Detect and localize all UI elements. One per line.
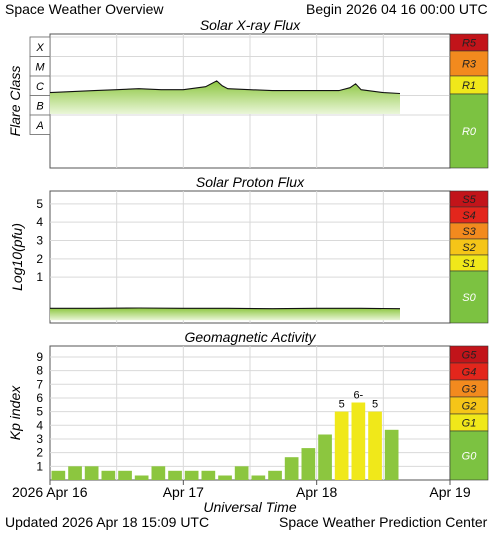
x-tick-label-apr19: Apr 19: [429, 484, 470, 500]
kp-ylabel: Kp index: [7, 385, 23, 440]
proton-ylabel: Log10(pfu): [9, 223, 25, 291]
kp-tick-label: 6: [36, 391, 43, 405]
kp-bar: [218, 475, 232, 480]
kp-bar: [318, 434, 332, 480]
updated-time: 2026 Apr 18 15:09 UTC: [62, 514, 210, 530]
updated-label: Updated: [5, 514, 58, 530]
kp-bar: [368, 411, 382, 480]
scale-label-g2: G2: [462, 401, 477, 413]
kp-bar-label: 6-: [353, 389, 363, 401]
scale-label-s1: S1: [462, 258, 475, 270]
kp-tick-label: 8: [36, 364, 43, 378]
scale-label-r3: R3: [462, 59, 477, 71]
kp-bar: [251, 475, 266, 480]
begin-label: Begin: [306, 1, 342, 17]
kp-bar: [268, 470, 282, 480]
scale-label-s5: S5: [462, 194, 476, 206]
source-label: Space Weather Prediction Center: [279, 514, 488, 530]
scale-label-g3: G3: [462, 384, 478, 396]
scale-label-g4: G4: [462, 367, 477, 379]
xray-flux-line: [49, 80, 401, 95]
scale-label-r1: R1: [462, 80, 476, 92]
scale-label-s4: S4: [462, 210, 475, 222]
scale-segment-g0: [449, 430, 489, 481]
scale-label-s3: S3: [462, 226, 476, 238]
kp-bar: [51, 470, 66, 480]
kp-tick-label: 2: [36, 446, 43, 460]
scale-segment-r3: [449, 50, 489, 77]
scale-label-s0: S0: [462, 292, 476, 304]
kp-bar-label: 5: [372, 399, 378, 411]
x-axis-label: Universal Time: [203, 499, 296, 515]
kp-tick-label: 1: [36, 459, 43, 473]
kp-bar: [151, 466, 166, 480]
proton-tick-label: 4: [36, 215, 43, 229]
kp-bar: [334, 411, 349, 480]
scale-label-r5: R5: [462, 38, 477, 50]
kp-bar: [234, 466, 249, 480]
x-tick-label-apr16: 2026 Apr 16: [12, 484, 88, 500]
kp-bar: [284, 457, 299, 480]
scale-segment-r0: [449, 93, 489, 169]
kp-bar: [351, 402, 366, 480]
kp-bar: [118, 470, 132, 480]
begin-time: 2026 04 16 00:00 UTC: [346, 1, 488, 17]
xray-tick-label-x: X: [35, 42, 44, 54]
xray-title: Solar X-ray Flux: [200, 17, 301, 33]
kp-bar-label: 5: [339, 399, 345, 411]
kp-bar: [84, 466, 99, 480]
xray-ylabel: Flare Class: [7, 66, 23, 137]
scale-label-s2: S2: [462, 242, 475, 254]
proton-title: Solar Proton Flux: [196, 174, 305, 190]
proton-tick-label: 3: [36, 234, 43, 248]
proton-flux-fill: [50, 308, 400, 321]
kp-tick-label: 4: [36, 418, 43, 432]
scale-label-g5: G5: [462, 350, 478, 362]
kp-tick-label: 5: [36, 405, 43, 419]
kp-bar: [301, 448, 316, 480]
proton-flux-line: [50, 307, 401, 310]
kp-bar: [68, 466, 82, 480]
kp-bar: [134, 475, 149, 480]
scale-label-g0: G0: [462, 451, 478, 463]
x-tick-label-apr18: Apr 18: [296, 484, 337, 500]
kp-bar: [184, 470, 199, 480]
xray-tick-label-m: M: [35, 61, 45, 73]
proton-tick-label: 2: [36, 252, 43, 266]
x-tick-label-apr17: Apr 17: [163, 484, 204, 500]
scale-segment-s0: [449, 270, 489, 324]
kp-title: Geomagnetic Activity: [185, 329, 317, 345]
scale-label-r0: R0: [462, 126, 477, 138]
kp-tick-label: 9: [36, 350, 43, 364]
xray-tick-label-c: C: [36, 81, 44, 93]
kp-bar: [101, 470, 116, 480]
kp-bar: [201, 470, 216, 480]
kp-tick-label: 3: [36, 432, 43, 446]
xray-class-box-a: [29, 114, 51, 135]
scale-label-g1: G1: [462, 418, 477, 430]
proton-tick-label: 5: [36, 197, 43, 211]
xray-tick-label-a: A: [35, 120, 43, 132]
kp-bar: [384, 429, 399, 480]
kp-tick-label: 7: [36, 377, 43, 391]
proton-tick-label: 1: [36, 270, 43, 284]
page-title: Space Weather Overview: [5, 1, 164, 17]
xray-tick-label-b: B: [36, 100, 43, 112]
kp-bar: [168, 470, 182, 480]
